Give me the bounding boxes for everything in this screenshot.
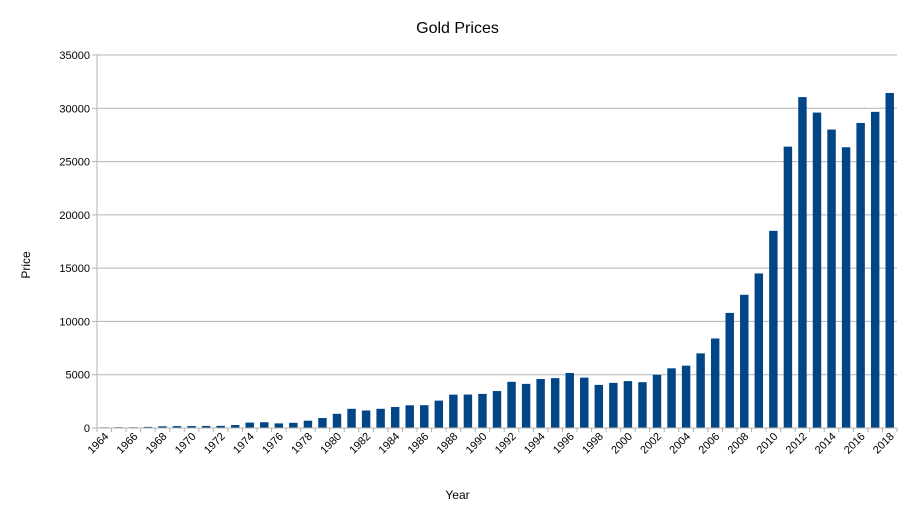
x-tick-label: 2018 — [871, 431, 897, 457]
y-tick-label: 10000 — [59, 316, 90, 328]
x-tick-labels: 1964 1966 1968 1970 1972 1974 1976 1978 1980 1982… — [86, 431, 897, 457]
bar-2008 — [740, 294, 749, 428]
x-tick-label: 2014 — [813, 431, 839, 457]
y-tick-label: 20000 — [59, 210, 90, 222]
x-axis-label: Year — [445, 488, 470, 502]
bar-1994 — [536, 378, 545, 428]
bar-1974 — [245, 422, 254, 428]
x-tick-label: 1992 — [493, 431, 519, 457]
x-tick-label: 1984 — [377, 431, 403, 457]
y-tick-label: 5000 — [66, 370, 90, 382]
bar-1991 — [492, 391, 502, 428]
x-tick-label: 1998 — [580, 431, 606, 457]
bar-1970 — [187, 426, 196, 428]
bar-1975 — [260, 422, 269, 428]
x-tick-label: 1990 — [464, 431, 490, 457]
bar-1967 — [143, 426, 153, 428]
x-tick-label: 1976 — [260, 431, 286, 457]
bars — [100, 92, 894, 429]
bar-1984 — [390, 407, 400, 428]
y-tick-label: 35000 — [59, 50, 90, 62]
bar-1969 — [172, 426, 182, 428]
chart-title: Gold Prices — [416, 20, 499, 37]
bar-1981 — [347, 408, 356, 428]
x-tick-label: 2012 — [784, 431, 810, 457]
bar-1983 — [376, 408, 385, 428]
x-tick-label: 1982 — [347, 431, 373, 457]
x-tick-label: 2002 — [638, 431, 664, 457]
bar-2012 — [798, 97, 807, 429]
bar-2015 — [841, 147, 851, 428]
bar-2018 — [885, 92, 894, 428]
bar-1972 — [216, 425, 225, 428]
x-tick-label: 1972 — [202, 431, 228, 457]
x-tick-label: 1986 — [406, 431, 432, 457]
bar-2001 — [638, 382, 647, 428]
bar-2005 — [696, 353, 705, 428]
x-tick-label: 2006 — [697, 431, 723, 457]
bar-1976 — [274, 423, 284, 428]
y-tick-label: 30000 — [59, 103, 90, 115]
bar-2009 — [754, 273, 764, 428]
bar-1978 — [303, 420, 313, 428]
bar-1986 — [420, 405, 429, 428]
bar-2007 — [725, 312, 734, 428]
x-tick-label: 1974 — [231, 431, 257, 457]
x-tick-label: 2016 — [842, 431, 868, 457]
x-tick-label: 1978 — [289, 431, 315, 457]
bar-2013 — [812, 112, 822, 428]
axes — [96, 55, 898, 432]
bar-1998 — [594, 384, 604, 428]
bar-2004 — [681, 365, 691, 428]
bar-2003 — [667, 368, 676, 428]
x-tick-label: 1988 — [435, 431, 461, 457]
bar-1971 — [201, 425, 211, 428]
x-tick-label: 2000 — [609, 431, 635, 457]
bar-2006 — [710, 338, 720, 428]
bar-2000 — [623, 381, 633, 428]
bar-1979 — [318, 418, 327, 428]
y-tick-label: 25000 — [59, 157, 90, 169]
bar-2010 — [769, 230, 778, 428]
bar-1987 — [434, 400, 444, 428]
bar-1973 — [230, 425, 240, 428]
bar-2002 — [652, 374, 662, 428]
x-tick-label: 1966 — [115, 431, 141, 457]
bar-1985 — [405, 405, 414, 428]
bar-1999 — [609, 382, 618, 428]
x-tick-label: 1968 — [144, 431, 170, 457]
bar-1968 — [158, 426, 167, 428]
bar-1988 — [449, 394, 458, 428]
bar-1977 — [289, 422, 298, 428]
bar-1992 — [507, 381, 516, 428]
x-tick-label: 1994 — [522, 431, 548, 457]
bar-1980 — [332, 413, 342, 428]
x-tick-label: 2004 — [667, 431, 693, 457]
bar-1989 — [463, 394, 473, 428]
bar-1993 — [521, 383, 531, 428]
y-tick-label: 0 — [84, 423, 90, 435]
x-tick-label: 2010 — [755, 431, 781, 457]
bar-2017 — [870, 111, 880, 429]
bar-1990 — [478, 393, 487, 428]
x-tick-label: 1980 — [318, 431, 344, 457]
x-tick-label: 1996 — [551, 431, 577, 457]
y-tick-labels: 0 5000 10000 15000 20000 25000 30000 35000 — [59, 50, 90, 435]
bar-2014 — [827, 129, 836, 428]
bar-1995 — [550, 378, 560, 428]
bar-2016 — [856, 122, 865, 428]
bar-1997 — [580, 377, 589, 428]
x-tick-label: 2008 — [726, 431, 752, 457]
y-tick-label: 15000 — [59, 263, 90, 275]
y-axis-label: Price — [19, 251, 33, 279]
bar-1982 — [361, 410, 371, 428]
x-tick-label: 1970 — [173, 431, 199, 457]
bar-1996 — [565, 373, 574, 428]
bar-2011 — [783, 146, 793, 428]
